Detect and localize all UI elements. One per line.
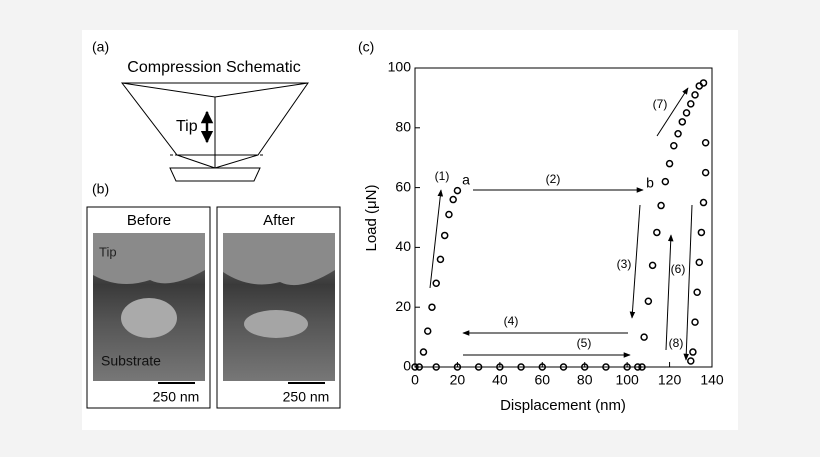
arrow: [665, 234, 674, 351]
pillar-image: [121, 298, 177, 338]
data-point: [697, 228, 706, 237]
y-tick-label: 40: [395, 238, 411, 254]
image-title: After: [263, 212, 295, 229]
data-point: [665, 159, 674, 168]
panel-label: (a): [92, 39, 109, 55]
data-point: [687, 100, 695, 108]
data-point: [693, 288, 701, 296]
data-point: [640, 333, 648, 341]
data-point: [445, 210, 453, 219]
data-point: [496, 363, 504, 371]
y-axis-label: Load (μN): [363, 184, 380, 251]
data-point: [699, 198, 708, 207]
data-point: [648, 261, 657, 270]
tip-label: Tip: [99, 244, 117, 259]
annotation: a: [462, 172, 470, 188]
scale-label: 250 nm: [153, 389, 200, 405]
annotation: (2): [546, 172, 561, 186]
data-point: [436, 255, 445, 264]
data-point: [674, 130, 682, 138]
x-tick-label: 80: [577, 372, 593, 388]
x-tick-label: 100: [615, 372, 639, 388]
x-tick-label: 0: [411, 372, 419, 388]
scale-label: 250 nm: [283, 389, 330, 405]
annotation: (8): [669, 336, 684, 350]
data-point: [695, 258, 704, 267]
annotation: (5): [577, 336, 592, 350]
tip-label: Tip: [176, 118, 198, 135]
data-point: [661, 177, 670, 186]
data-point: [432, 279, 440, 288]
data-point: [474, 363, 483, 371]
annotation: b: [646, 175, 654, 191]
annotation: (6): [671, 262, 686, 276]
annotation: (4): [504, 314, 519, 328]
y-tick-label: 20: [395, 298, 411, 314]
data-point: [602, 363, 610, 371]
pillar-image: [244, 310, 308, 338]
data-point: [689, 348, 697, 356]
data-point: [653, 228, 661, 237]
panel-label: (b): [92, 181, 109, 197]
data-point: [411, 363, 419, 371]
data-point: [657, 201, 665, 210]
y-tick-label: 80: [395, 119, 411, 135]
data-point: [517, 363, 525, 371]
data-point: [538, 363, 547, 371]
data-point: [432, 363, 440, 371]
data-point: [691, 91, 699, 99]
data-point: [701, 168, 710, 177]
y-tick-label: 60: [395, 178, 411, 194]
panel-label: (c): [358, 39, 374, 55]
plot-frame: [414, 67, 713, 368]
data-point: [678, 118, 687, 126]
image-title: Before: [127, 212, 171, 229]
data-point: [699, 79, 708, 87]
data-point: [428, 303, 436, 311]
data-point: [440, 231, 449, 240]
data-point: [670, 141, 678, 150]
data-point: [687, 357, 695, 365]
x-tick-label: 120: [658, 372, 682, 388]
x-tick-label: 140: [700, 372, 724, 388]
y-tick-label: 0: [403, 358, 411, 374]
substrate-shape: [169, 167, 261, 182]
substrate-label: Substrate: [101, 353, 161, 369]
data-point: [682, 109, 691, 117]
data-point: [453, 186, 462, 195]
data-point: [559, 363, 568, 371]
x-tick-label: 60: [534, 372, 550, 388]
tip-apex: [214, 154, 259, 169]
data-point: [691, 318, 699, 326]
data-point: [453, 363, 462, 371]
data-point: [638, 363, 646, 371]
data-point: [634, 363, 642, 371]
data-point: [419, 348, 428, 356]
tip-image: [93, 233, 205, 284]
data-point: [423, 327, 432, 335]
annotation: (7): [653, 97, 668, 111]
data-point: [580, 363, 589, 371]
annotation: (3): [617, 257, 632, 271]
x-tick-label: 40: [492, 372, 508, 388]
arrow: [683, 204, 693, 361]
annotation: (1): [435, 169, 450, 183]
tip-image: [223, 233, 335, 286]
y-tick-label: 100: [388, 59, 412, 75]
data-point: [701, 139, 710, 147]
x-axis-label: Displacement (nm): [500, 397, 626, 414]
data-point: [623, 363, 631, 371]
data-point: [644, 297, 653, 305]
x-tick-label: 20: [450, 372, 466, 388]
arrow: [629, 204, 641, 319]
arrow: [656, 87, 689, 137]
arrow: [429, 189, 444, 289]
data-point: [449, 195, 457, 204]
data-point: [415, 363, 423, 371]
tip-apex: [176, 154, 216, 169]
schematic-title: Compression Schematic: [127, 59, 300, 76]
